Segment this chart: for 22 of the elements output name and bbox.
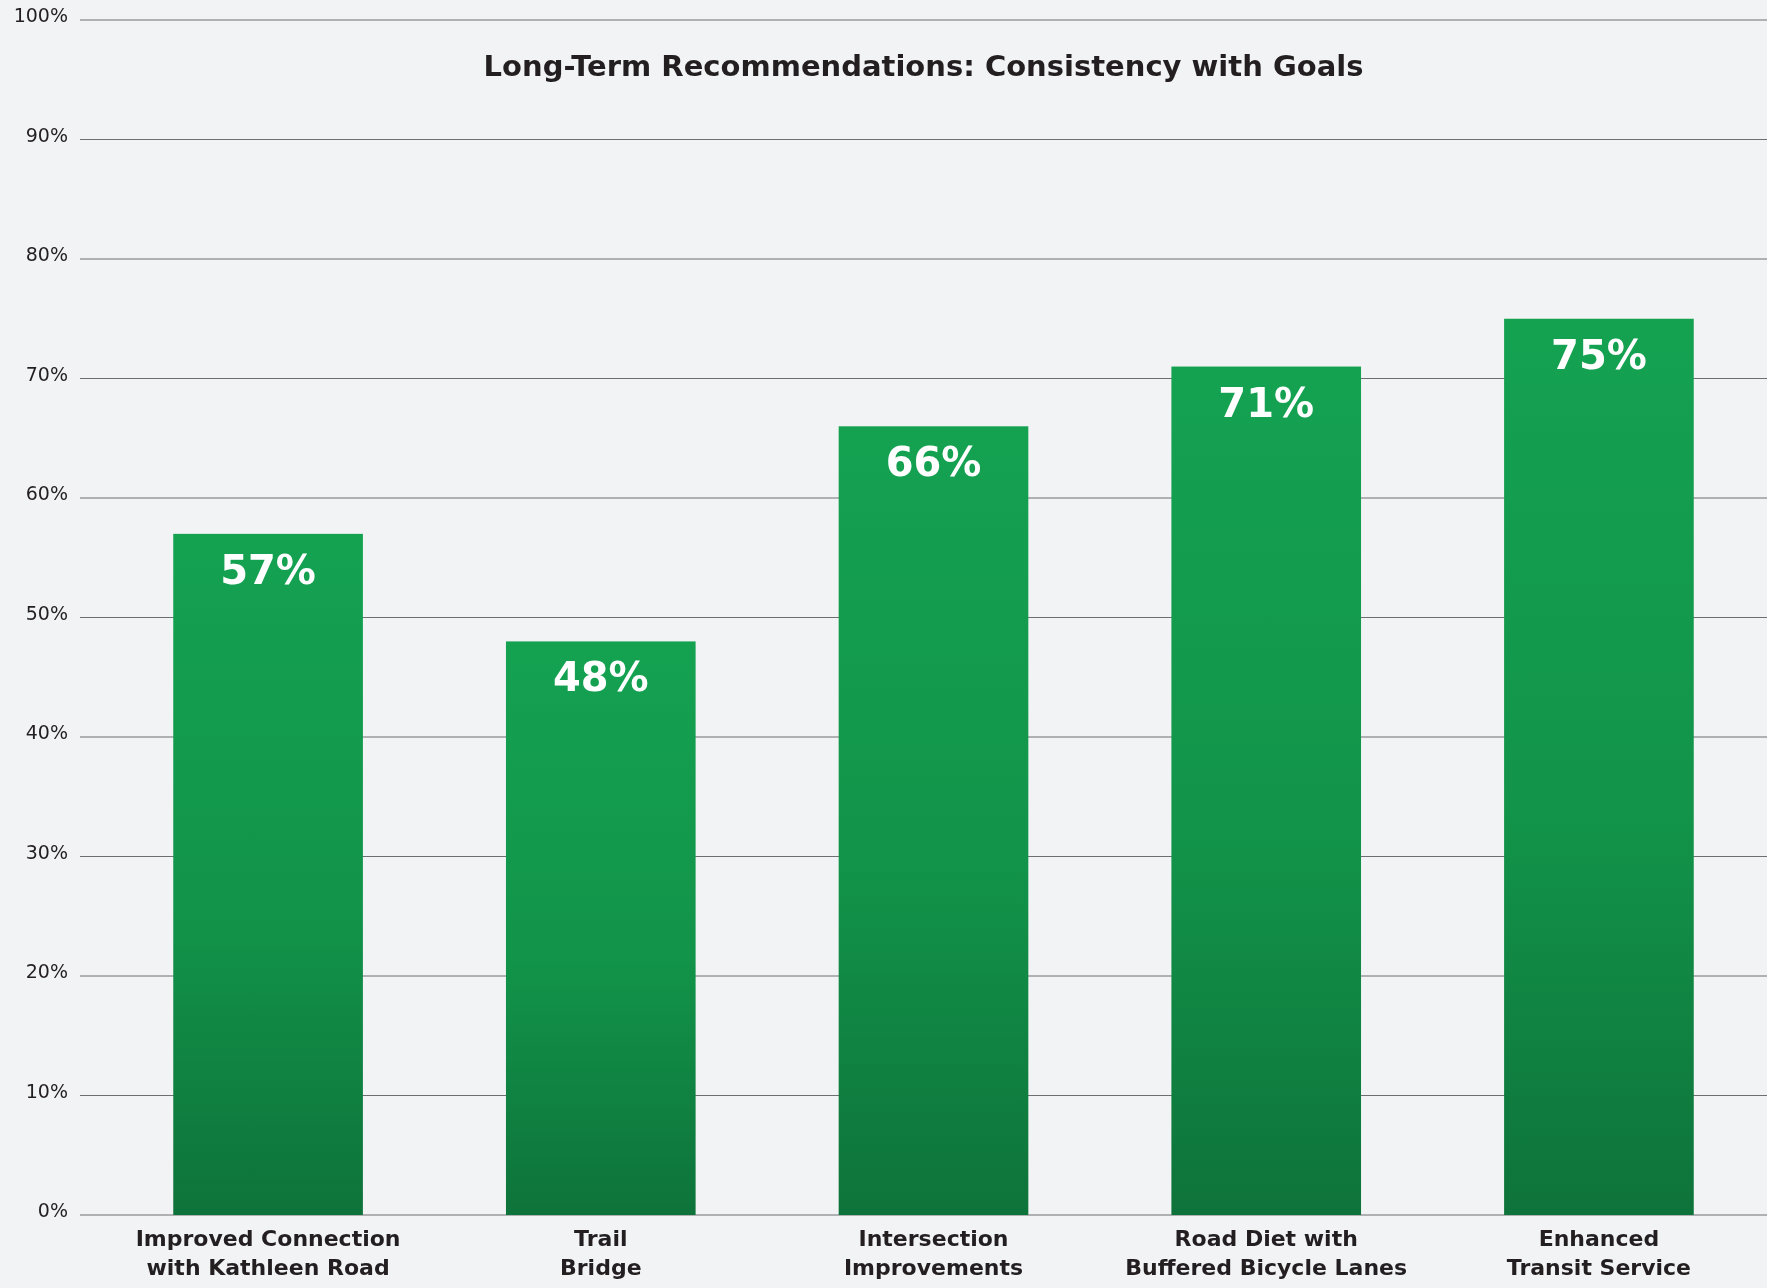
y-tick-label: 30% [25,840,68,863]
data-label: 66% [885,439,982,486]
y-tick-label: 80% [25,243,68,265]
y-tick-label: 70% [25,362,68,385]
data-label: 57% [220,546,316,593]
x-tick-label: Trail Bridge [560,1226,642,1280]
data-label: 71% [1218,379,1315,426]
x-tick-label: Improved Connection with Kathleen Road [135,1226,401,1280]
y-tick-label: 90% [25,123,68,146]
y-tick-label: 100% [13,4,68,26]
x-tick-label: Intersection Improvements [843,1226,1024,1280]
data-label: 48% [552,654,649,701]
y-tick-label: 20% [25,960,68,982]
y-tick-label: 60% [25,482,68,504]
data-label: 75% [1551,331,1647,378]
y-tick-label: 0% [37,1199,68,1221]
x-tick-label: Enhanced Transit Service [1506,1226,1692,1280]
y-tick-label: 10% [25,1079,68,1102]
x-tick-label: Road Diet with Buffered Bicycle Lanes [1125,1226,1408,1280]
text: Long-Term Recommendations: Consistency with Goals [483,49,1364,83]
y-tick-label: 50% [25,601,68,624]
y-tick-label: 40% [25,721,68,743]
